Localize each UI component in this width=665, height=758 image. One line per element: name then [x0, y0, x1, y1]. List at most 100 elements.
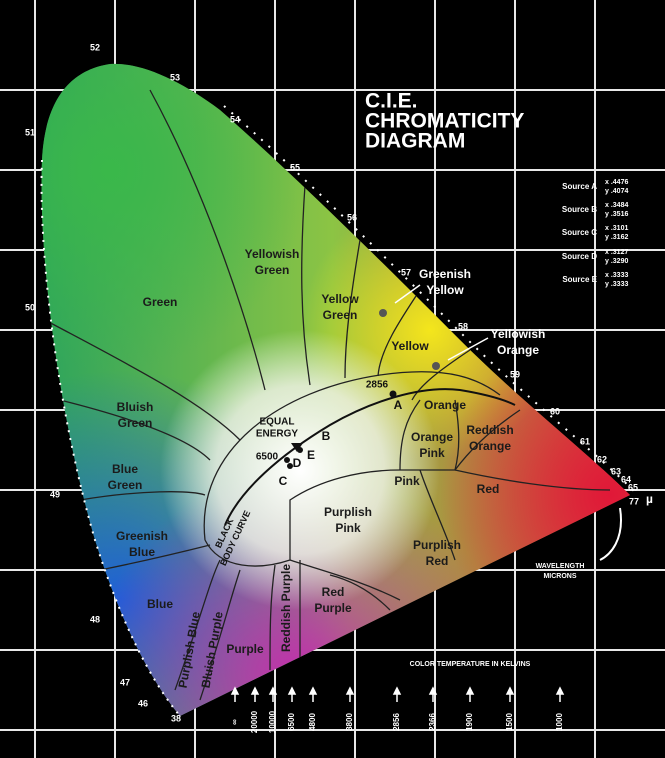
kelvin-label: 1900 — [465, 713, 474, 731]
region-label: Pink — [419, 446, 445, 460]
point-label: C — [279, 474, 288, 488]
wavelength-label: 56 — [347, 212, 357, 222]
source-y: y .3162 — [605, 234, 628, 241]
region-label: Yellowish — [245, 247, 300, 261]
kelvin-arrow — [310, 688, 316, 702]
wavelength-label: 58 — [458, 321, 468, 331]
kelvin-label: 20000 — [250, 710, 259, 733]
color-locus — [0, 0, 665, 758]
region-label: Greenish — [116, 529, 168, 543]
wavelength-label: 50 — [25, 302, 35, 312]
region-label: Blue — [112, 462, 138, 476]
region-label: Purple — [226, 642, 264, 656]
point-e — [297, 447, 303, 453]
kelvin-label: 1000 — [555, 713, 564, 731]
region-label: Reddish — [466, 423, 513, 437]
wavelength-note: WAVELENGTH — [536, 563, 585, 570]
region-label: Orange — [469, 439, 511, 453]
source-name: Source D — [562, 252, 597, 261]
wavelength-label: 60 — [550, 406, 560, 416]
kelvin-label: 3800 — [345, 713, 354, 731]
region-label: Yellow — [391, 339, 429, 353]
source-x: x .4476 — [605, 179, 628, 186]
kelvin-label: ∞ — [230, 719, 239, 725]
kelvin-arrow — [467, 688, 473, 702]
source-x: x .3101 — [605, 225, 628, 232]
wavelength-label: 63 — [611, 466, 621, 476]
wavelength-label: 49 — [50, 489, 60, 499]
region-label: Blue — [129, 545, 155, 559]
kelvin-arrow — [252, 688, 258, 702]
kelvin-arrow — [347, 688, 353, 702]
region-label: Red — [426, 554, 449, 568]
point-label: A — [394, 398, 403, 412]
region-label: Blue — [147, 597, 173, 611]
wavelength-label: 47 — [120, 677, 130, 687]
source-y: y .4074 — [605, 188, 628, 195]
region-label: Orange — [424, 398, 466, 412]
region-label: Red — [477, 482, 500, 496]
wavelength-label: 51 — [25, 127, 35, 137]
outer-label: Yellow — [426, 283, 464, 297]
kelvin-label: 10000 — [268, 710, 277, 733]
region-label: Yellow — [321, 292, 359, 306]
wavelength-label: 38 — [171, 713, 181, 723]
kelvin-arrow — [557, 688, 563, 702]
region-label: Pink — [335, 521, 361, 535]
wavelength-label: 61 — [580, 436, 590, 446]
outer-label: Orange — [497, 343, 539, 357]
source-y: y .3333 — [605, 281, 628, 288]
region-label: Orange — [411, 430, 453, 444]
source-name: Source A — [562, 182, 597, 191]
marker — [432, 362, 440, 370]
source-y: y .3516 — [605, 211, 628, 218]
region-label: Green — [255, 263, 290, 277]
region-label: Green — [323, 308, 358, 322]
wavelength-label: 46 — [138, 698, 148, 708]
outer-label: Yellowish — [491, 327, 546, 341]
wavelength-label: 52 — [90, 42, 100, 52]
region-label: Reddish Purple — [279, 564, 293, 652]
temperature-label: 6500 — [256, 452, 279, 463]
point-a — [390, 391, 397, 398]
region-label: Red — [322, 585, 345, 599]
kelvin-label: 2366 — [428, 713, 437, 731]
point-6500 — [284, 457, 290, 463]
source-y: y .3290 — [605, 258, 628, 265]
source-name: Source E — [562, 275, 597, 284]
source-name: Source B — [562, 205, 597, 214]
region-label: Purplish — [324, 505, 372, 519]
equal-energy-label: ENERGY — [256, 429, 299, 440]
wavelength-label: 55 — [290, 162, 300, 172]
point-label: E — [307, 448, 315, 462]
region-label: Pink — [394, 474, 420, 488]
wavelength-label: 57 — [401, 267, 411, 277]
source-name: Source C — [562, 228, 597, 237]
kelvin-arrow — [289, 688, 295, 702]
wavelength-label: 48 — [90, 614, 100, 624]
wavelength-label: 54 — [230, 114, 240, 124]
kelvin-arrow — [232, 688, 238, 702]
source-x: x .3333 — [605, 272, 628, 279]
wavelength-note: MICRONS — [543, 573, 576, 580]
leader — [600, 508, 621, 560]
region-label: Green — [118, 416, 153, 430]
kelvin-arrow — [394, 688, 400, 702]
wavelength-label: 62 — [597, 454, 607, 464]
wavelength-label: 59 — [510, 369, 520, 379]
region-label: Bluish — [117, 400, 154, 414]
region-label: Purplish — [413, 538, 461, 552]
kelvin-arrow — [507, 688, 513, 702]
point-label: B — [322, 429, 331, 443]
source-x: x .3484 — [605, 202, 628, 209]
kelvin-label: 6500 — [287, 713, 296, 731]
marker — [379, 309, 387, 317]
temperature-label: 2856 — [366, 380, 389, 391]
region-label: Green — [108, 478, 143, 492]
micron-unit: µ — [646, 492, 653, 506]
outer-label: Greenish — [419, 267, 471, 281]
diagram: C.I.E.CHROMATICITYDIAGRAMSource Ax .4476… — [0, 0, 665, 758]
source-x: x .3127 — [605, 249, 628, 256]
title: DIAGRAM — [365, 130, 465, 153]
point-label: D — [293, 456, 302, 470]
